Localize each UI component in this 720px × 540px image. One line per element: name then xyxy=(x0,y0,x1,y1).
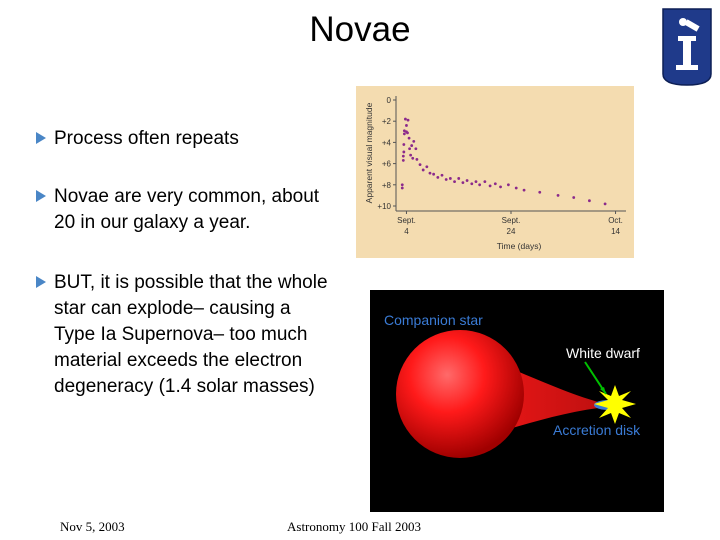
data-point xyxy=(402,129,406,133)
arrow-head xyxy=(600,387,606,394)
data-point xyxy=(572,196,576,199)
accretion-diagram: Companion star White dwarf Accretion dis… xyxy=(370,290,664,512)
data-point xyxy=(415,157,419,161)
bullet-text: Novae are very common, about 20 in our g… xyxy=(54,186,320,233)
data-point xyxy=(400,183,404,187)
data-point xyxy=(506,183,510,187)
x-tick-day: 14 xyxy=(611,227,620,236)
data-point xyxy=(406,131,409,135)
data-point xyxy=(402,132,406,136)
data-point xyxy=(411,156,415,160)
bullet-list: Process often repeats Novae are very com… xyxy=(34,126,334,426)
data-point xyxy=(421,168,425,172)
y-tick-label: +2 xyxy=(382,117,392,126)
x-tick-month: Sept. xyxy=(502,216,521,225)
data-point xyxy=(412,139,416,143)
bullet-novae-common: Novae are very common, about 20 in our g… xyxy=(34,184,334,236)
data-point xyxy=(488,184,492,188)
data-point xyxy=(556,194,560,197)
y-tick-label: +10 xyxy=(377,202,391,211)
data-point xyxy=(402,143,406,146)
data-point xyxy=(444,178,448,181)
data-point xyxy=(588,199,591,203)
data-point xyxy=(432,172,436,176)
data-point xyxy=(493,182,497,186)
data-point xyxy=(408,147,411,151)
data-point xyxy=(407,136,411,140)
university-logo xyxy=(662,8,712,86)
x-tick-day: 4 xyxy=(404,227,409,236)
data-point xyxy=(404,117,407,121)
x-axis-title: Time (days) xyxy=(497,241,542,251)
data-point xyxy=(436,175,440,179)
y-axis-title: Apparent visual magnitude xyxy=(364,102,374,203)
data-point xyxy=(406,118,410,122)
data-point xyxy=(603,202,607,206)
bullet-triangle-icon xyxy=(36,132,46,144)
data-point xyxy=(401,154,405,158)
light-curve-chart: Apparent visual magnitude Time (days) 0 +… xyxy=(356,86,634,258)
x-tick-month: Sept. xyxy=(397,216,416,225)
data-point xyxy=(414,147,418,151)
data-point xyxy=(499,185,502,189)
bullet-text: Process often repeats xyxy=(54,128,239,149)
data-point xyxy=(478,183,482,187)
footer-date: Nov 5, 2003 xyxy=(60,519,125,534)
data-point xyxy=(401,159,405,162)
x-tick-day: 24 xyxy=(507,227,516,236)
white-dwarf xyxy=(594,385,636,424)
data-point xyxy=(470,182,474,186)
companion-star-label: Companion star xyxy=(384,312,483,328)
y-tick-label: 0 xyxy=(387,96,392,105)
bullet-triangle-icon xyxy=(36,190,46,202)
bullet-supernova: BUT, it is possible that the whole star … xyxy=(34,270,334,400)
bullet-text: BUT, it is possible that the whole star … xyxy=(54,272,328,397)
data-point xyxy=(425,165,429,169)
data-point xyxy=(522,188,526,192)
data-point xyxy=(538,190,542,194)
data-point xyxy=(465,179,469,182)
data-point xyxy=(461,181,465,185)
bullet-process-repeats: Process often repeats xyxy=(34,126,334,152)
data-point xyxy=(428,171,432,175)
bullet-triangle-icon xyxy=(36,276,46,288)
data-point xyxy=(405,124,408,127)
binary-star-diagram: Companion star White dwarf Accretion dis… xyxy=(370,290,664,512)
data-point xyxy=(409,153,413,157)
data-point xyxy=(410,144,414,147)
companion-star xyxy=(396,330,524,458)
white-dwarf-label: White dwarf xyxy=(566,345,640,361)
data-point xyxy=(453,180,456,184)
data-point xyxy=(440,173,444,177)
x-tick-month: Oct. xyxy=(608,216,623,225)
y-tick-label: +4 xyxy=(382,138,392,147)
y-tick-label: +8 xyxy=(382,181,392,190)
data-point xyxy=(483,180,487,184)
data-point xyxy=(474,180,478,184)
data-point xyxy=(448,177,452,180)
chart-background xyxy=(356,86,634,258)
footer-course: Astronomy 100 Fall 2003 xyxy=(287,519,421,534)
data-point xyxy=(457,177,461,180)
logo-graphic xyxy=(662,8,712,86)
y-tick-label: +6 xyxy=(382,160,392,169)
accretion-disk-label: Accretion disk xyxy=(553,422,641,438)
data-point xyxy=(514,186,518,190)
data-point xyxy=(400,186,404,190)
nova-light-curve: Apparent visual magnitude Time (days) 0 +… xyxy=(356,86,634,258)
data-point xyxy=(418,163,422,167)
slide-title: Novae xyxy=(309,10,411,49)
data-point xyxy=(402,150,406,154)
